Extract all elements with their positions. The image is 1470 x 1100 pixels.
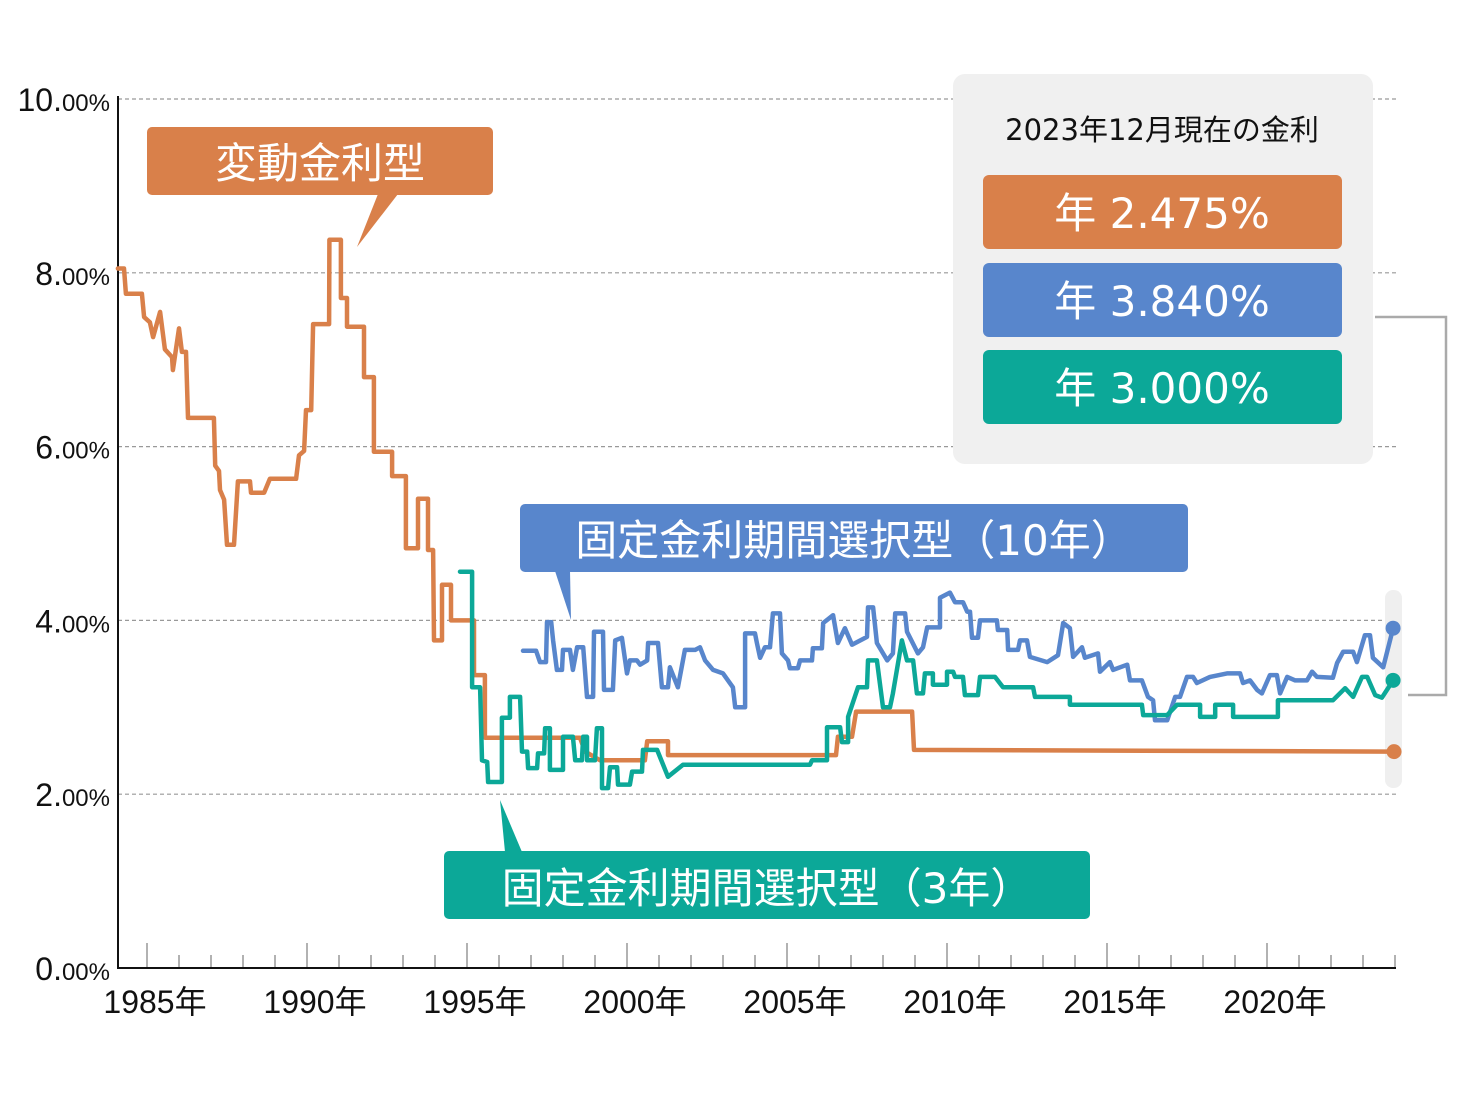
rate-fixed10-value: 年 3.840% — [1054, 277, 1270, 326]
rate-badge-variable: 年 2.475% — [983, 175, 1342, 249]
current-rates-panel: 2023年12月現在の金利 年 2.475% 年 3.840% 年 3.000% — [953, 74, 1373, 464]
y-tick-label: 4.00% — [35, 603, 110, 639]
x-tick-label: 2000年 — [583, 984, 686, 1020]
x-tick-label: 1995年 — [423, 984, 526, 1020]
series-line-1 — [520, 590, 1396, 723]
series-endpoint-1 — [1385, 620, 1401, 636]
series-endpoint-2 — [1385, 672, 1401, 688]
x-tick-label: 2010年 — [903, 984, 1006, 1020]
rate-badge-fixed10: 年 3.840% — [983, 263, 1342, 337]
callout-fixed10: 固定金利期間選択型（10年） — [520, 504, 1188, 620]
y-axis-ticks: 0.00% 2.00% 4.00% 6.00% 8.00% 10.00% — [17, 82, 110, 987]
y-tick-label: 8.00% — [35, 256, 110, 292]
series-lines — [115, 237, 1402, 791]
y-tick-label: 2.00% — [35, 777, 110, 813]
series-line-2 — [457, 569, 1396, 791]
x-axis-ticks: 1985年 1990年 1995年 2000年 2005年 2010年 2015年 2020年 — [103, 943, 1396, 1020]
callout-fixed3: 固定金利期間選択型（3年） — [444, 800, 1090, 919]
callout-fixed10-label: 固定金利期間選択型（10年） — [575, 516, 1132, 565]
callout-fixed3-label: 固定金利期間選択型（3年） — [502, 864, 1033, 913]
x-tick-label: 1985年 — [103, 984, 206, 1020]
series-endpoint-0 — [1386, 744, 1402, 760]
x-tick-label: 2015年 — [1063, 984, 1166, 1020]
x-tick-label: 2005年 — [743, 984, 846, 1020]
y-tick-label: 10.00% — [17, 82, 110, 118]
rate-fixed3-value: 年 3.000% — [1054, 364, 1270, 413]
callout-variable: 変動金利型 — [147, 127, 493, 247]
rate-badge-fixed3: 年 3.000% — [983, 350, 1342, 424]
x-tick-label: 1990年 — [263, 984, 366, 1020]
x-tick-label: 2020年 — [1223, 984, 1326, 1020]
y-tick-label: 0.00% — [35, 951, 110, 987]
y-tick-label: 6.00% — [35, 430, 110, 466]
rate-variable-value: 年 2.475% — [1054, 189, 1270, 238]
callout-variable-label: 変動金利型 — [215, 139, 425, 188]
current-rates-title: 2023年12月現在の金利 — [1005, 113, 1319, 147]
bracket-connector — [1375, 315, 1448, 697]
